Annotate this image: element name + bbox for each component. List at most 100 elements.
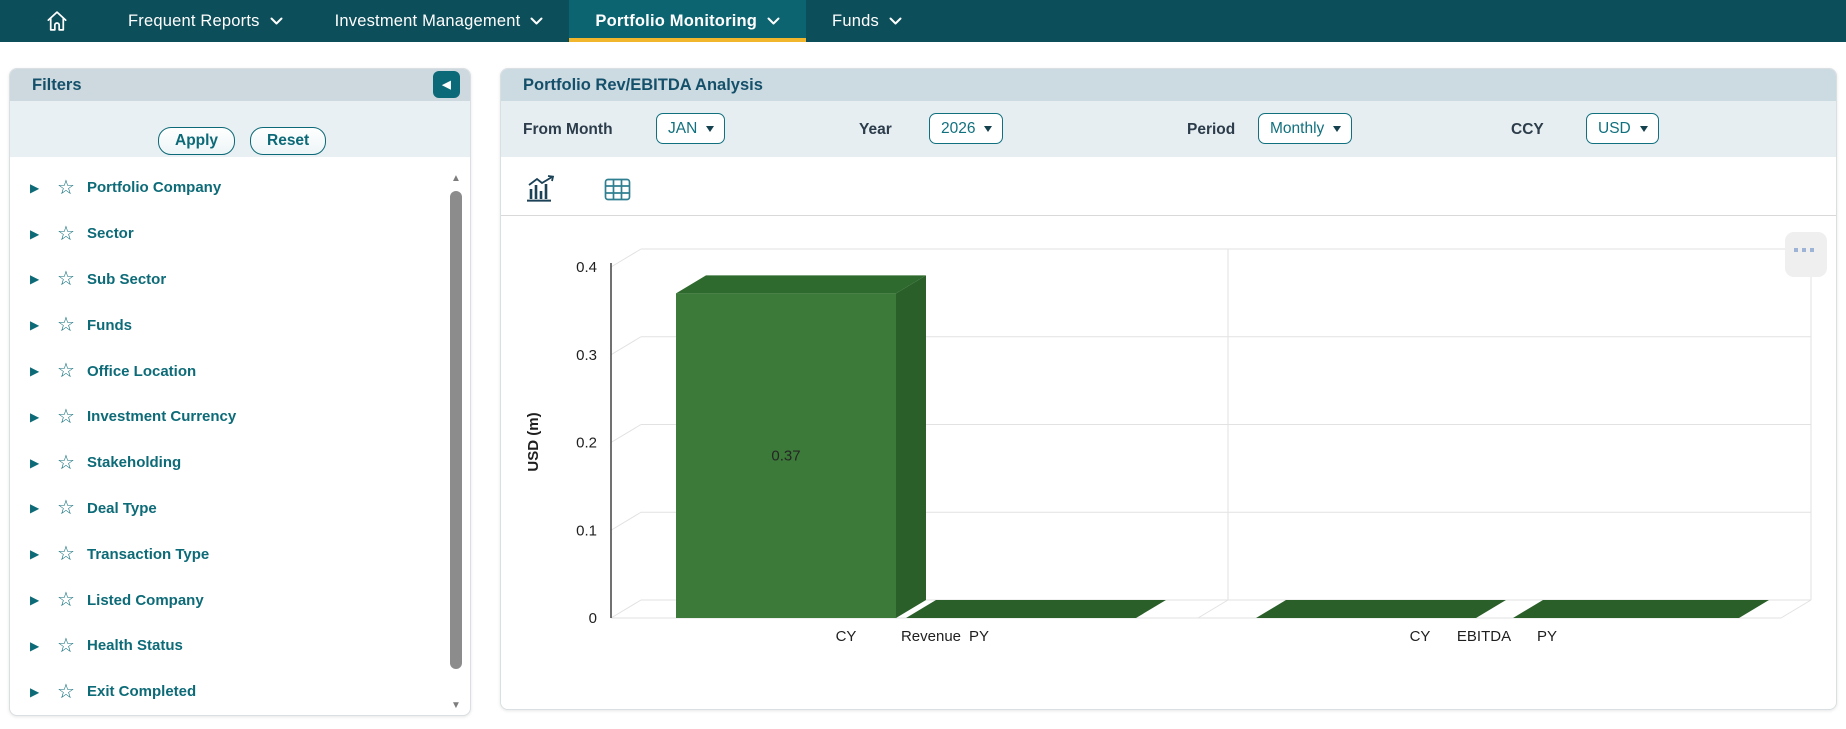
chevron-down-icon <box>530 17 543 24</box>
filter-item-exit-completed[interactable]: ▶ ☆ Exit Completed <box>10 669 470 715</box>
filters-title: Filters <box>32 75 82 94</box>
filter-item-investment-currency[interactable]: ▶ ☆ Investment Currency <box>10 394 470 440</box>
table-grid-icon <box>604 178 631 201</box>
filter-item-sector[interactable]: ▶ ☆ Sector <box>10 211 470 257</box>
analysis-header: Portfolio Rev/EBITDA Analysis <box>501 69 1836 101</box>
filter-item-sub-sector[interactable]: ▶ ☆ Sub Sector <box>10 257 470 303</box>
filter-item-listed-company[interactable]: ▶ ☆ Listed Company <box>10 577 470 623</box>
apply-button[interactable]: Apply <box>158 127 236 155</box>
favorite-star-icon[interactable]: ☆ <box>57 589 75 612</box>
expand-icon[interactable]: ▶ <box>30 684 40 699</box>
view-toggle-row <box>501 157 1836 216</box>
filter-item-portfolio-company[interactable]: ▶ ☆ Portfolio Company <box>10 165 470 211</box>
filter-item-label: Investment Currency <box>87 408 237 426</box>
expand-icon[interactable]: ▶ <box>30 638 40 653</box>
expand-icon[interactable]: ▶ <box>30 226 40 241</box>
svg-text:0.3: 0.3 <box>576 347 597 364</box>
home-button[interactable] <box>44 0 74 42</box>
filter-item-label: Exit Completed <box>87 683 197 701</box>
svg-text:0.4: 0.4 <box>576 259 597 276</box>
more-options-icon <box>1794 248 1814 252</box>
nav-item-portfolio-monitoring[interactable]: Portfolio Monitoring <box>569 0 807 42</box>
from-month-dropdown[interactable]: JAN <box>656 113 726 144</box>
caret-down-icon <box>1639 125 1648 132</box>
bar-chart-icon <box>527 175 555 202</box>
svg-text:0.1: 0.1 <box>576 522 597 539</box>
filters-actions: Apply Reset <box>10 101 470 157</box>
expand-icon[interactable]: ▶ <box>30 547 40 562</box>
filter-item-label: Transaction Type <box>87 545 210 563</box>
svg-text:0: 0 <box>589 610 597 627</box>
favorite-star-icon[interactable]: ☆ <box>57 405 75 428</box>
nav-item-investment-management[interactable]: Investment Management <box>309 0 570 42</box>
favorite-star-icon[interactable]: ☆ <box>57 360 75 383</box>
filter-item-label: Health Status <box>87 637 183 655</box>
nav-item-label: Investment Management <box>334 11 521 30</box>
period-dropdown[interactable]: Monthly <box>1258 113 1353 144</box>
svg-text:CY: CY <box>836 628 857 645</box>
filter-item-deal-type[interactable]: ▶ ☆ Deal Type <box>10 486 470 532</box>
filter-item-health-status[interactable]: ▶ ☆ Health Status <box>10 623 470 669</box>
filter-item-office-location[interactable]: ▶ ☆ Office Location <box>10 348 470 394</box>
filters-header: Filters ◀ <box>10 69 470 101</box>
favorite-star-icon[interactable]: ☆ <box>57 680 75 703</box>
filter-item-stakeholding[interactable]: ▶ ☆ Stakeholding <box>10 440 470 486</box>
svg-text:PY: PY <box>1537 628 1557 645</box>
table-view-button[interactable] <box>604 178 631 206</box>
period-label: Period <box>1187 121 1236 138</box>
filters-scrollbar: ▲ ▼ <box>449 173 463 711</box>
analysis-title: Portfolio Rev/EBITDA Analysis <box>523 75 763 94</box>
chart-view-button[interactable] <box>526 175 558 207</box>
nav-item-frequent-reports[interactable]: Frequent Reports <box>102 0 309 42</box>
expand-icon[interactable]: ▶ <box>30 364 40 379</box>
scrollbar-thumb[interactable] <box>450 191 462 669</box>
filter-item-transaction-type[interactable]: ▶ ☆ Transaction Type <box>10 531 470 577</box>
favorite-star-icon[interactable]: ☆ <box>57 497 75 520</box>
favorite-star-icon[interactable]: ☆ <box>57 543 75 566</box>
svg-text:USD (m): USD (m) <box>525 412 542 471</box>
filter-item-label: Portfolio Company <box>87 179 222 197</box>
expand-icon[interactable]: ▶ <box>30 180 40 195</box>
expand-icon[interactable]: ▶ <box>30 455 40 470</box>
expand-icon[interactable]: ▶ <box>30 409 40 424</box>
filter-item-funds[interactable]: ▶ ☆ Funds <box>10 302 470 348</box>
year-value: 2026 <box>941 119 976 137</box>
nav-item-funds[interactable]: Funds <box>806 0 928 42</box>
year-dropdown[interactable]: 2026 <box>929 113 1004 144</box>
favorite-star-icon[interactable]: ☆ <box>57 451 75 474</box>
favorite-star-icon[interactable]: ☆ <box>57 634 75 657</box>
svg-text:Revenue: Revenue <box>901 628 961 645</box>
svg-text:PY: PY <box>969 628 989 645</box>
top-nav: Frequent Reports Investment Management P… <box>0 0 1846 42</box>
filter-item-label: Office Location <box>87 362 197 380</box>
reset-button[interactable]: Reset <box>250 127 327 155</box>
caret-down-icon <box>984 125 993 132</box>
expand-icon[interactable]: ▶ <box>30 272 40 287</box>
ccy-value: USD <box>1598 119 1631 137</box>
ccy-dropdown[interactable]: USD <box>1586 113 1659 144</box>
filter-item-label: Sector <box>87 225 134 243</box>
scroll-down-icon[interactable]: ▼ <box>451 700 461 711</box>
from-month-label: From Month <box>523 121 613 138</box>
expand-icon[interactable]: ▶ <box>30 593 40 608</box>
from-month-value: JAN <box>668 119 698 137</box>
caret-down-icon <box>1333 125 1342 132</box>
filter-list: ▶ ☆ Portfolio Company ▶ ☆ Sector ▶ ☆ Sub… <box>10 157 470 715</box>
svg-text:CY: CY <box>1410 628 1431 645</box>
expand-icon[interactable]: ▶ <box>30 501 40 516</box>
favorite-star-icon[interactable]: ☆ <box>57 268 75 291</box>
favorite-star-icon[interactable]: ☆ <box>57 314 75 337</box>
chevron-down-icon <box>767 17 780 24</box>
filter-item-label: Listed Company <box>87 591 204 609</box>
caret-down-icon <box>706 125 715 132</box>
chevron-down-icon <box>270 17 283 24</box>
favorite-star-icon[interactable]: ☆ <box>57 222 75 245</box>
favorite-star-icon[interactable]: ☆ <box>57 176 75 199</box>
filter-item-label: Sub Sector <box>87 270 167 288</box>
collapse-panel-button[interactable]: ◀ <box>433 71 460 98</box>
chart-options-button[interactable] <box>1785 232 1827 277</box>
rev-ebitda-chart[interactable]: 0 0.1 0.2 0.3 0.4 0.37 CY Revenue PY CY EBITDA PY US… <box>501 216 1836 709</box>
scroll-up-icon[interactable]: ▲ <box>451 173 461 184</box>
portfolio-analysis-card: Portfolio Rev/EBITDA Analysis From Month… <box>500 68 1837 710</box>
expand-icon[interactable]: ▶ <box>30 318 40 333</box>
